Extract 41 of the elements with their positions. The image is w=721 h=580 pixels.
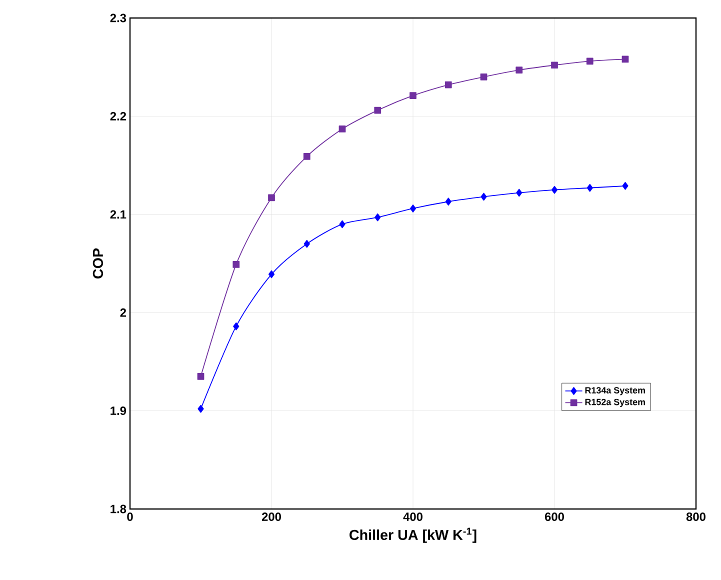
y-tick-label: 2.2 [110, 112, 126, 120]
point [268, 194, 275, 202]
x-tick-label: 200 [262, 512, 281, 521]
point [410, 204, 416, 212]
x-tick-label: 600 [544, 512, 564, 521]
point [232, 261, 240, 268]
point [622, 182, 628, 190]
x-axis-title: Chiller UA [kW K$^{-1}$] [350, 528, 476, 543]
point [374, 213, 381, 222]
legend-label: R152a System [585, 398, 645, 407]
point [586, 58, 594, 65]
point [339, 220, 346, 228]
point [374, 106, 382, 114]
point [516, 188, 522, 197]
point [516, 66, 523, 74]
point [622, 56, 629, 63]
point [480, 73, 488, 80]
y-tick-label: 1.8 [110, 504, 126, 514]
point [551, 62, 558, 69]
y-tick-label: 1.9 [110, 406, 126, 416]
x-tick-label: 400 [403, 512, 422, 521]
point [551, 186, 558, 194]
point [480, 192, 487, 201]
point [410, 92, 416, 100]
point [445, 198, 452, 206]
x-tick-label: 800 [686, 512, 706, 521]
y-tick-label: 2.1 [110, 210, 126, 219]
point [233, 322, 240, 330]
point [304, 240, 310, 248]
point [197, 372, 204, 380]
y-tick-label: 2.3 [110, 14, 126, 22]
y-tick-label: 2 [120, 308, 126, 317]
point [198, 404, 204, 413]
legend-label: R134a System [585, 387, 645, 396]
x-tick-label: 0 [127, 512, 133, 521]
point [444, 81, 452, 88]
point [268, 270, 275, 278]
point [303, 153, 310, 160]
point [338, 126, 346, 132]
y-axis-title: COP [92, 248, 104, 278]
point [586, 184, 593, 192]
